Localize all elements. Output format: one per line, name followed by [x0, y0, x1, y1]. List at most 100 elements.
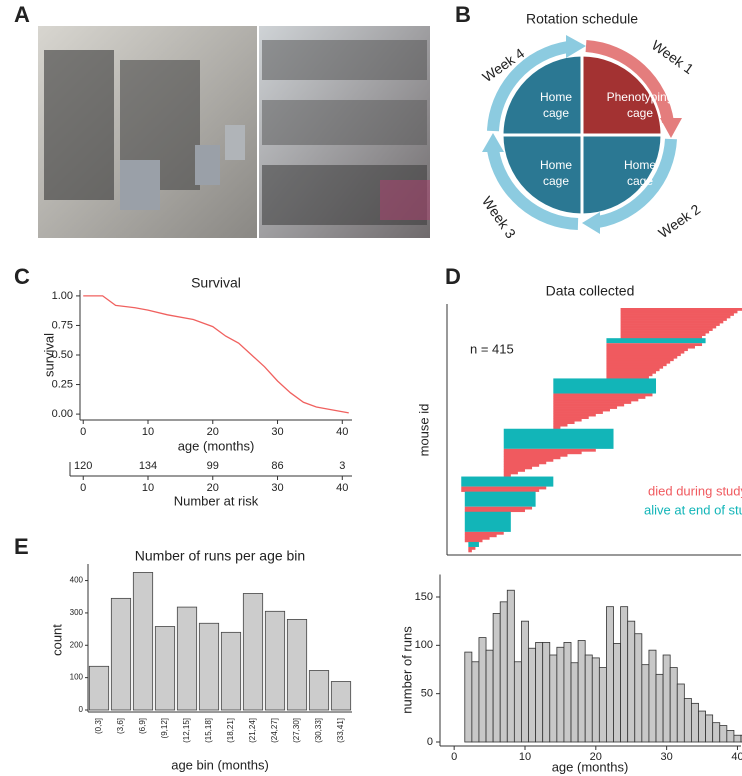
died-line	[606, 355, 678, 359]
panel-label: D	[445, 264, 461, 289]
histogram-bar	[606, 606, 614, 743]
histogram-bar	[478, 637, 487, 743]
histogram-bar	[705, 714, 714, 743]
alive-block	[464, 491, 536, 507]
y-tick-label: 1.00	[52, 290, 73, 302]
chart-title: Number of runs per age bin	[135, 548, 305, 564]
bar	[220, 631, 242, 711]
histogram-bar	[683, 698, 692, 743]
x-tick-label: 40	[336, 426, 348, 438]
y-tick-label: 0	[79, 705, 84, 714]
alive-block	[468, 541, 479, 547]
histogram-bar	[691, 702, 699, 743]
histogram-bar	[591, 657, 600, 743]
bar	[242, 593, 264, 711]
died-line	[553, 393, 653, 397]
x-tick-label: (30,33]	[314, 718, 323, 743]
died-line	[468, 549, 472, 553]
died-line	[464, 509, 525, 513]
died-line	[503, 453, 568, 457]
died-line	[606, 373, 653, 377]
y-tick-label: 400	[70, 576, 84, 585]
histogram-bar	[556, 646, 565, 743]
bar	[176, 606, 198, 711]
x-tick-label: (0,3]	[94, 718, 103, 734]
legend-entry: alive at end of study	[644, 502, 742, 517]
risk-x-tick-label: 40	[336, 482, 348, 494]
quadrant-label: Phenotyping	[607, 90, 674, 104]
died-line	[606, 345, 695, 349]
risk-x-tick-label: 30	[271, 482, 283, 494]
died-line	[553, 396, 646, 399]
x-tick-label: (9,12]	[160, 718, 169, 738]
died-line	[464, 539, 483, 543]
y-tick-label: 0	[427, 736, 433, 748]
bar	[110, 597, 132, 711]
died-line	[620, 320, 724, 324]
died-line	[606, 368, 660, 372]
histogram-bar	[499, 601, 508, 743]
histogram-bar	[719, 725, 728, 743]
risk-count: 99	[207, 460, 219, 472]
alive-block	[461, 476, 554, 487]
x-tick-label: (12,15]	[182, 718, 191, 743]
bar	[308, 670, 330, 711]
histogram-bar	[485, 649, 494, 743]
photo-left	[38, 26, 257, 238]
y-axis-label: survival	[41, 333, 56, 377]
died-line	[620, 310, 738, 314]
x-tick-label: 0	[451, 751, 457, 763]
died-line	[620, 335, 703, 339]
y-tick-label: 300	[70, 608, 84, 617]
histogram-bar	[698, 710, 706, 743]
y-tick-label: 0.50	[52, 349, 73, 361]
died-line	[553, 418, 582, 422]
died-line	[606, 350, 685, 354]
rotation-diagram	[482, 35, 682, 234]
histogram-bar	[584, 654, 593, 743]
quadrant-label: cage	[543, 174, 569, 188]
died-line	[620, 315, 731, 319]
y-tick-label: 0.00	[52, 408, 73, 420]
histogram-bar	[712, 722, 721, 743]
risk-count: 120	[74, 460, 92, 472]
died-line	[606, 348, 688, 352]
x-tick-label: 30	[271, 426, 283, 438]
x-tick-label: (24,27]	[270, 718, 279, 743]
died-line	[553, 413, 596, 417]
histogram-bar	[492, 613, 501, 743]
risk-x-tick-label: 0	[80, 482, 86, 494]
week-label: Week 1	[649, 37, 697, 77]
x-tick-label: 0	[80, 426, 86, 438]
x-tick-label: 30	[661, 751, 673, 763]
died-line	[553, 403, 625, 407]
died-line	[503, 466, 533, 470]
died-line	[503, 463, 540, 467]
bar	[132, 572, 154, 711]
panel-label: C	[14, 264, 30, 289]
panel-label: A	[14, 2, 30, 27]
x-tick-label: 20	[590, 751, 602, 763]
died-line	[606, 343, 703, 347]
histogram-bar	[598, 667, 607, 743]
died-line	[464, 534, 497, 538]
died-line	[553, 401, 632, 404]
histogram-bar	[535, 642, 544, 743]
died-line	[620, 318, 727, 321]
histogram-bar	[549, 654, 558, 743]
died-line	[553, 421, 575, 425]
risk-x-tick-label: 20	[207, 482, 219, 494]
survival-line	[83, 295, 349, 414]
bar	[264, 610, 286, 711]
y-axis-label: mouse id	[416, 404, 431, 457]
histogram-bar	[577, 640, 586, 743]
died-line	[553, 426, 561, 430]
died-line	[620, 323, 720, 326]
died-line	[468, 546, 476, 550]
x-tick-label: 10	[519, 751, 531, 763]
x-axis-label: age (months)	[552, 759, 629, 774]
histogram-bar	[676, 683, 685, 743]
bar	[198, 622, 220, 711]
died-line	[553, 411, 603, 414]
